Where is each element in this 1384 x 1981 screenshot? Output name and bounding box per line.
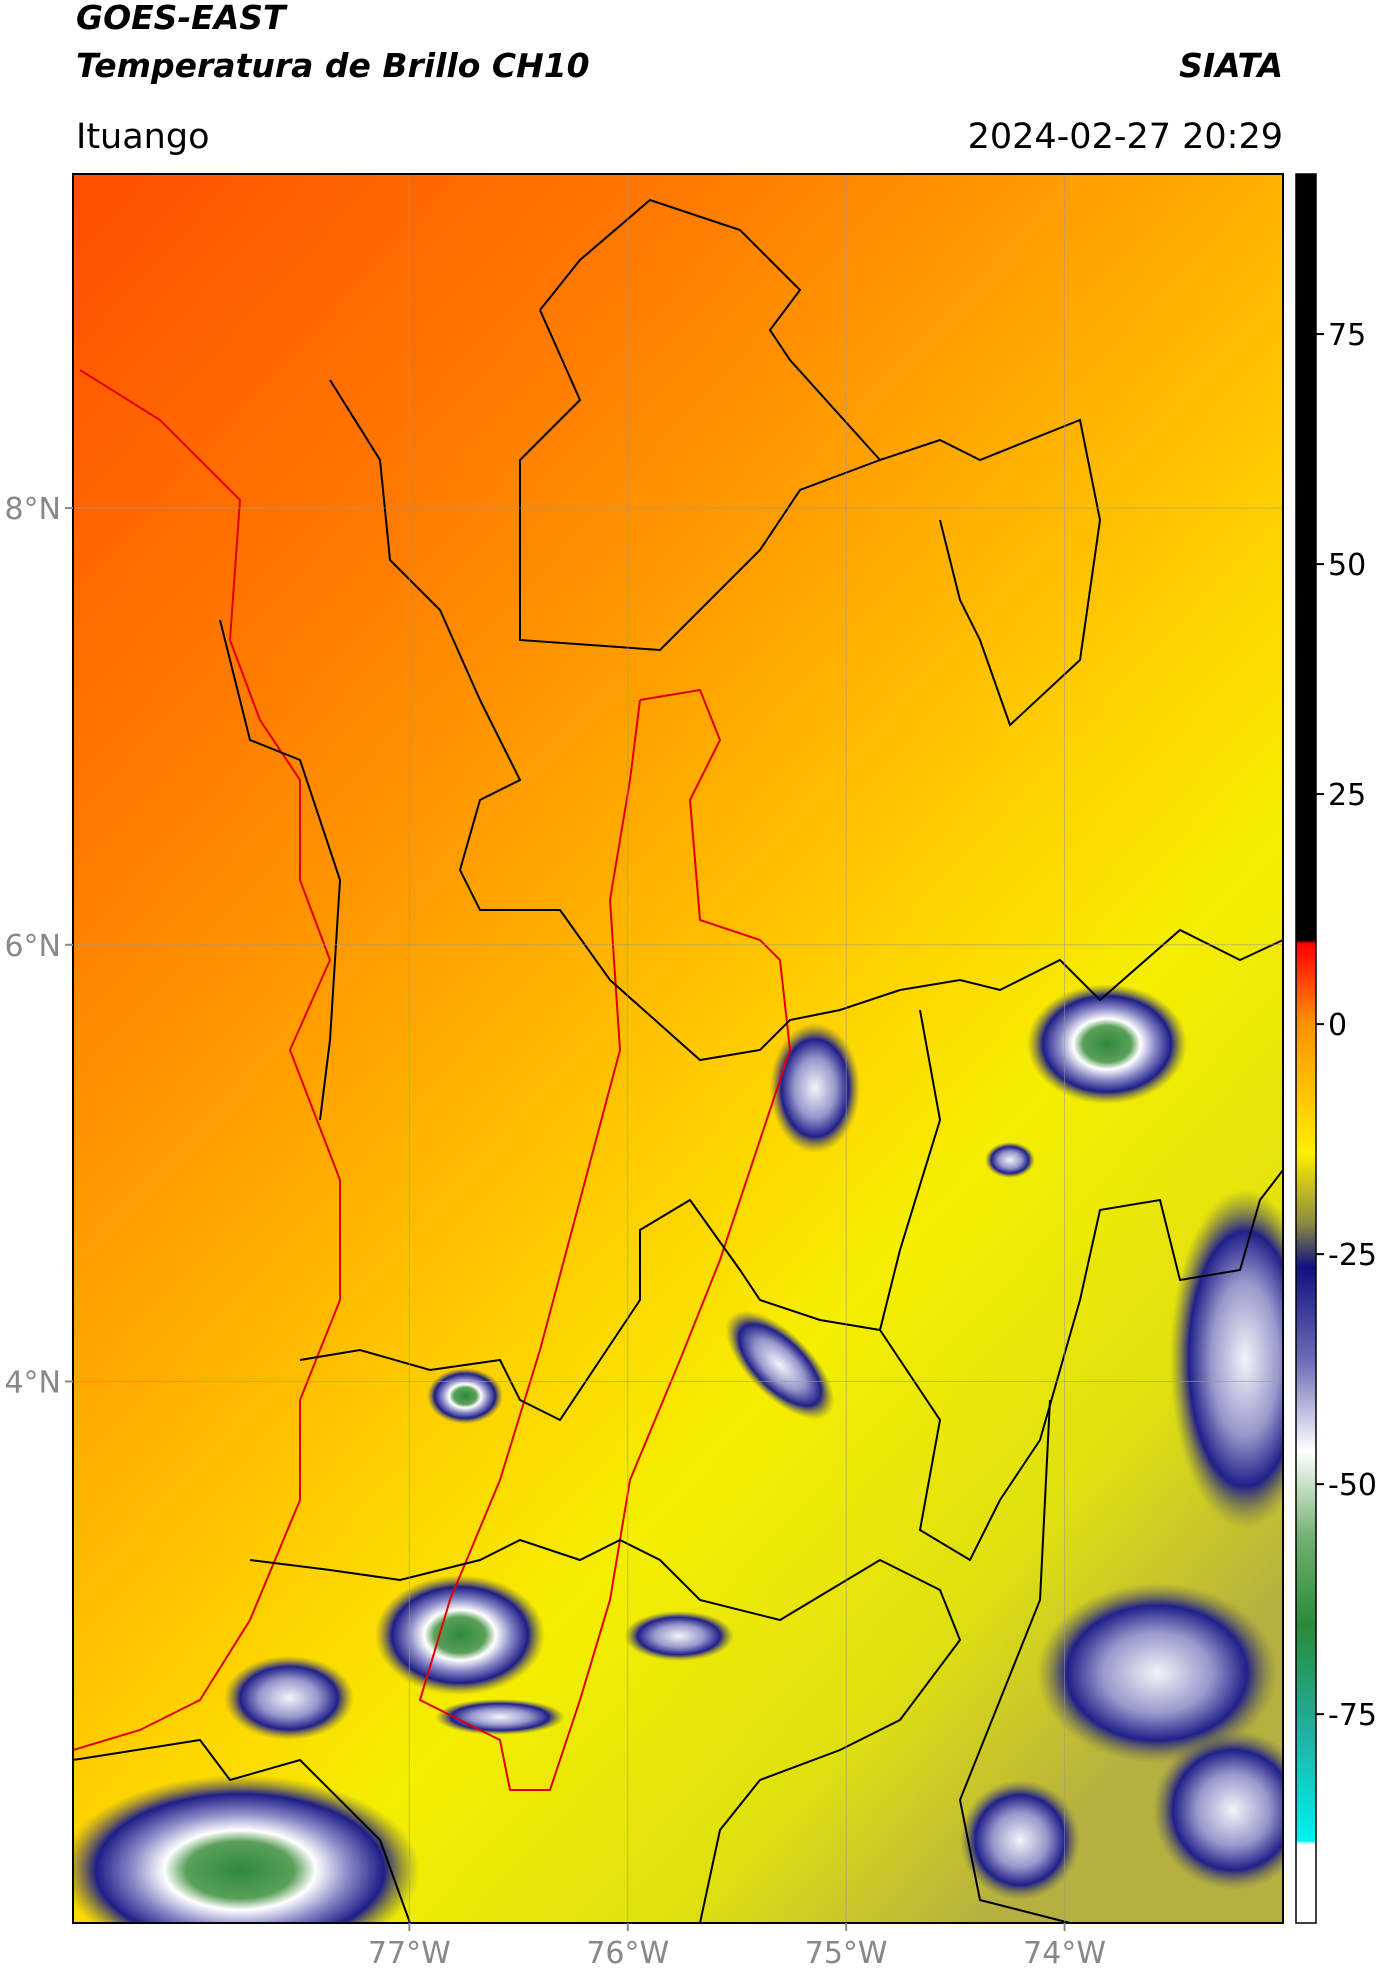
border [539, 198, 1102, 727]
cloud [1037, 1583, 1277, 1763]
colorbar-tick-label: -75 [1328, 1698, 1377, 1733]
subtitle: Temperatura de Brillo CH10 [76, 46, 590, 85]
border [219, 619, 342, 1121]
timestamp: 2024-02-27 20:29 [968, 117, 1283, 157]
border [329, 379, 1283, 1062]
x-tick-label: 76°W [586, 1936, 669, 1971]
cloud [435, 1699, 565, 1735]
cloud [224, 1656, 354, 1740]
cloud [73, 1775, 420, 1923]
colorbar [1295, 173, 1317, 1924]
cloud [1170, 1189, 1283, 1529]
cloud [770, 1023, 860, 1153]
colorbar-tick-label: 50 [1328, 548, 1366, 583]
source: SIATA [1179, 46, 1283, 85]
border [878, 1009, 1283, 1562]
border [519, 309, 881, 652]
grid [73, 174, 1283, 1923]
title: GOES-EAST [76, 0, 288, 37]
colorbar-tick-label: 25 [1328, 778, 1366, 813]
cloud [1153, 1730, 1283, 1890]
cloud [375, 1575, 545, 1695]
x-tick-label: 74°W [1023, 1936, 1106, 1971]
x-tick-label: 75°W [805, 1936, 888, 1971]
colorbar-tick-label: -25 [1328, 1238, 1377, 1273]
cloud [985, 1142, 1035, 1178]
x-tick-label: 77°W [368, 1936, 451, 1971]
y-tick-label: 4°N [4, 1365, 61, 1400]
border [73, 1738, 411, 1923]
colorbar-tick-label: -50 [1328, 1468, 1377, 1503]
cloud [1027, 984, 1187, 1104]
map-field [73, 174, 1283, 1923]
border [299, 1198, 881, 1422]
cloud [427, 1368, 503, 1424]
cloud [725, 1310, 835, 1420]
colorbar-tick-label: 0 [1328, 1008, 1347, 1043]
cloud [624, 1611, 734, 1661]
coastline [73, 369, 341, 1751]
border [958, 1399, 1071, 1923]
border [249, 1538, 962, 1923]
location: Ituango [76, 117, 210, 157]
y-tick-label: 6°N [4, 929, 61, 964]
cloud [960, 1780, 1080, 1900]
y-tick-label: 8°N [4, 492, 61, 527]
basin-outline [418, 688, 792, 1791]
colorbar-tick-label: 75 [1328, 318, 1366, 353]
map-frame [72, 173, 1284, 1924]
